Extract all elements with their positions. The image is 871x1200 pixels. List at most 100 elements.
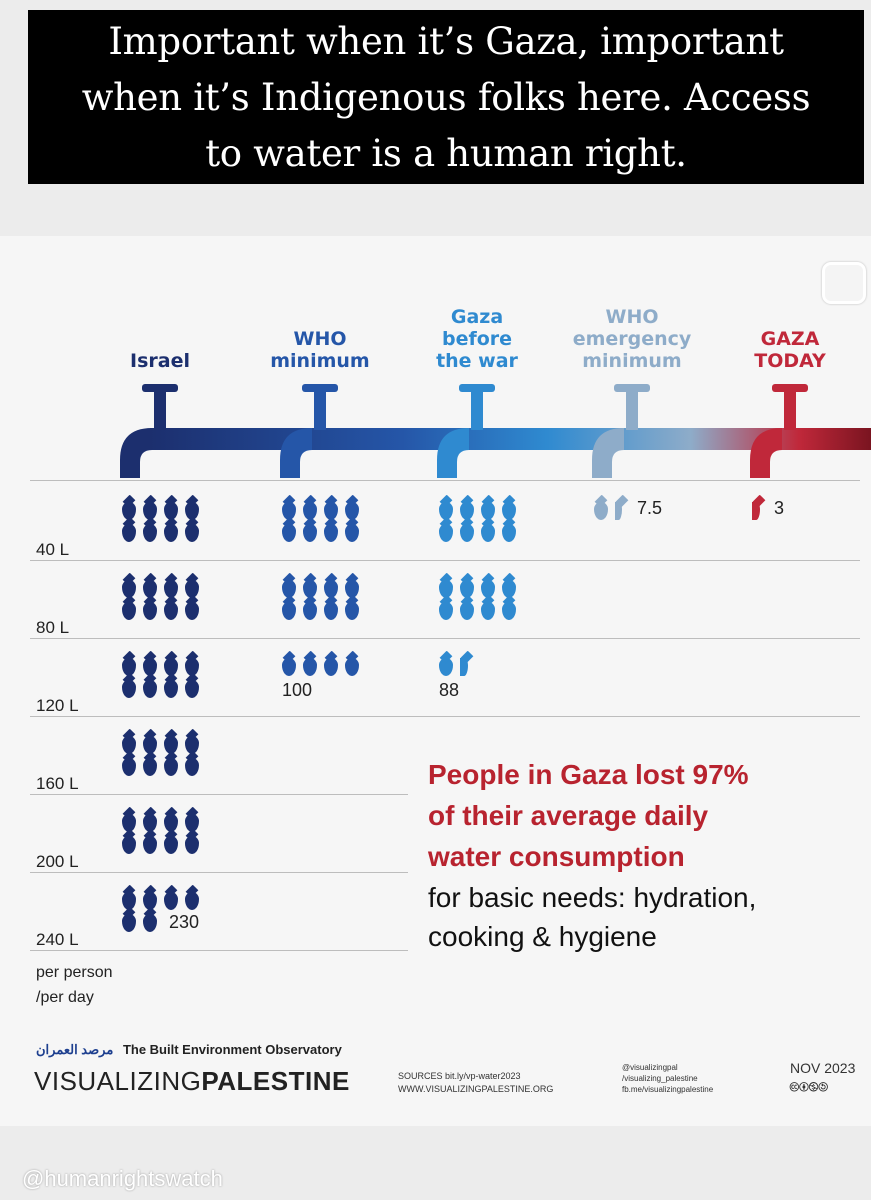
water-drop <box>143 580 157 598</box>
value-label-3: 7.5 <box>637 498 663 518</box>
tap-handle-4 <box>772 384 808 392</box>
value-label-2: 88 <box>439 680 460 700</box>
water-drop <box>481 580 495 598</box>
water-drop <box>345 524 359 542</box>
water-drop <box>143 914 157 932</box>
brand-bold: PALESTINE <box>201 1066 350 1096</box>
headline: People in Gaza lost 97% of their average… <box>428 754 868 877</box>
column-title-0: Israel <box>90 350 230 372</box>
tap-handle-0 <box>142 384 178 392</box>
water-drop <box>122 502 136 520</box>
value-label-0: 230 <box>169 912 200 932</box>
water-drop <box>122 892 136 910</box>
water-drop <box>303 658 317 676</box>
water-drop <box>282 524 296 542</box>
social-handles: @visualizingpal /visualizing_palestine f… <box>622 1062 713 1095</box>
tap-stem-2 <box>471 390 483 430</box>
water-drop <box>143 658 157 676</box>
water-drop <box>185 680 199 698</box>
water-drop <box>439 524 453 542</box>
water-drop <box>164 736 178 754</box>
water-drop <box>460 502 474 520</box>
water-drop <box>122 836 136 854</box>
brand-logo: VISUALIZINGPALESTINE <box>34 1066 350 1097</box>
date-label: NOV 2023 <box>790 1060 856 1076</box>
subheadline-line-2: cooking & hygiene <box>428 921 657 952</box>
column-title-1-line-1: minimum <box>270 350 370 372</box>
water-drop <box>185 602 199 620</box>
water-drop <box>345 658 359 676</box>
water-drop <box>122 758 136 776</box>
water-drop <box>143 502 157 520</box>
water-drop <box>481 524 495 542</box>
tap-handle-2 <box>459 384 495 392</box>
water-drop <box>460 602 474 620</box>
subheadline-line-1: for basic needs: hydration, <box>428 882 757 913</box>
water-drop <box>345 580 359 598</box>
column-title-3-line-1: emergency <box>572 328 692 350</box>
water-drop <box>164 602 178 620</box>
brand-light: VISUALIZING <box>34 1066 202 1096</box>
tap-handle-1 <box>302 384 338 392</box>
column-title-0-line-0: Israel <box>130 350 190 372</box>
unit-note-line-2: /per day <box>36 989 94 1006</box>
watermark: @humanrightswatch <box>22 1166 223 1191</box>
sources-line-2: WWW.VISUALIZINGPALESTINE.ORG <box>398 1084 554 1094</box>
column-title-3-line-2: minimum <box>582 350 682 372</box>
gridline-2 <box>30 716 860 717</box>
column-title-4: GAZA TODAY <box>720 328 860 372</box>
social-facebook: fb.me/visualizingpalestine <box>622 1085 714 1094</box>
water-drop <box>752 502 760 520</box>
water-drop <box>324 580 338 598</box>
water-drop <box>122 736 136 754</box>
sources: SOURCES bit.ly/vp-water2023 WWW.VISUALIZ… <box>398 1070 553 1096</box>
gridline-0 <box>30 560 860 561</box>
observatory-credit: مرصد العمران The Built Environment Obser… <box>36 1042 342 1058</box>
tap-stem-3 <box>626 390 638 430</box>
water-drop <box>460 580 474 598</box>
water-drop <box>345 602 359 620</box>
water-drop <box>185 814 199 832</box>
column-title-3-line-0: WHO <box>605 306 659 328</box>
row-label-0: 40 L <box>36 540 70 559</box>
gridline-top <box>30 480 860 481</box>
water-drop <box>460 524 474 542</box>
water-drop <box>439 602 453 620</box>
water-drop <box>164 836 178 854</box>
water-drop <box>143 524 157 542</box>
water-drop <box>502 602 516 620</box>
water-drop <box>502 502 516 520</box>
water-drop <box>143 758 157 776</box>
tap-spout-4 <box>750 428 782 478</box>
select-checkbox-icon[interactable] <box>822 262 866 304</box>
water-drop <box>185 736 199 754</box>
water-drop <box>439 658 453 676</box>
water-drop <box>481 602 495 620</box>
social-instagram: @visualizingpal <box>622 1063 678 1072</box>
water-drop <box>282 502 296 520</box>
water-drop <box>594 502 608 520</box>
water-drop <box>164 502 178 520</box>
water-drop <box>345 502 359 520</box>
water-drop <box>143 836 157 854</box>
water-drop <box>122 680 136 698</box>
water-drop <box>122 658 136 676</box>
water-drop <box>185 580 199 598</box>
water-drop <box>122 602 136 620</box>
tap-spout-2 <box>437 428 469 478</box>
water-drop <box>143 736 157 754</box>
water-drop <box>122 814 136 832</box>
column-title-1: WHO minimum <box>250 328 390 372</box>
row-label-2: 120 L <box>36 696 79 715</box>
tap-handle-3 <box>614 384 650 392</box>
water-drop <box>439 502 453 520</box>
observatory-english: The Built Environment Observatory <box>122 1042 342 1057</box>
water-drop <box>481 502 495 520</box>
row-label-1: 80 L <box>36 618 70 637</box>
tap-spout-3 <box>592 428 624 478</box>
water-drop <box>185 892 199 910</box>
headline-line-3: water consumption <box>428 841 685 872</box>
license-icons: 🅭🅯🄏🄎 <box>790 1080 829 1096</box>
value-label-4: 3 <box>774 498 785 518</box>
tap-stem-4 <box>784 390 796 430</box>
